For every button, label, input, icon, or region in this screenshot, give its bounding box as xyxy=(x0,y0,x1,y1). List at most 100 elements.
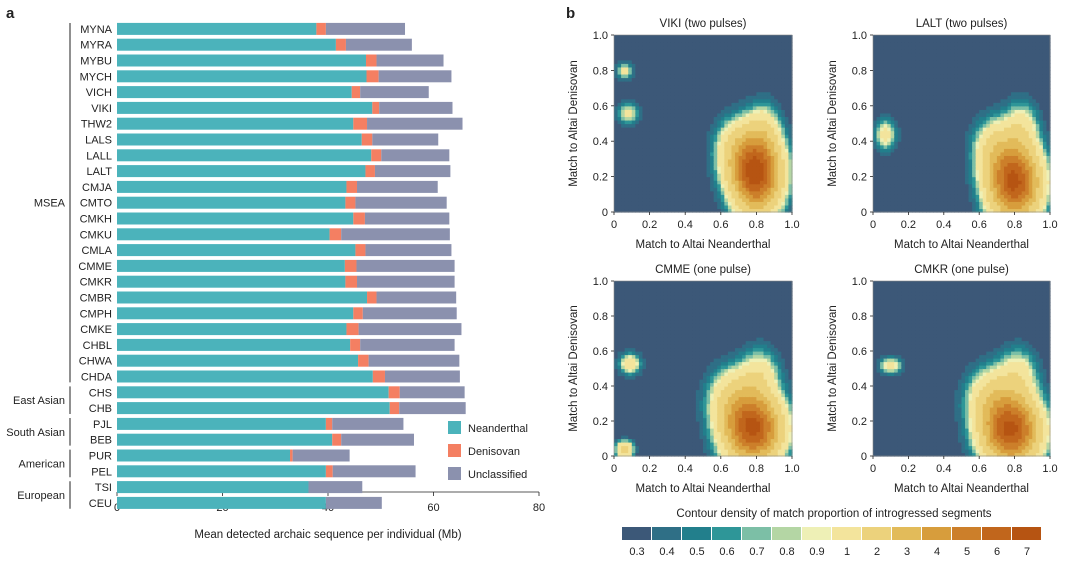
density-cell xyxy=(919,162,924,167)
density-cell xyxy=(965,70,970,75)
density-cell xyxy=(628,102,633,107)
density-cell xyxy=(777,70,782,75)
density-cell xyxy=(646,98,651,103)
density-cell xyxy=(936,56,941,61)
density-cell xyxy=(774,180,779,185)
density-cell xyxy=(788,134,793,139)
density-cell xyxy=(628,134,633,139)
density-cell xyxy=(763,63,768,68)
density-cell xyxy=(894,165,899,171)
density-cell xyxy=(656,144,661,149)
density-cell xyxy=(954,105,959,110)
density-cell xyxy=(717,63,722,68)
density-cell xyxy=(922,165,927,171)
density-cell xyxy=(692,194,697,199)
density-cell xyxy=(1018,35,1023,40)
density-cell xyxy=(735,98,740,103)
density-cell xyxy=(749,84,754,89)
density-cell xyxy=(781,176,786,181)
density-cell xyxy=(777,127,782,132)
density-cell xyxy=(685,158,690,164)
density-cell xyxy=(756,130,761,135)
x-tick-label: 80 xyxy=(533,502,545,514)
density-cell xyxy=(724,165,729,171)
density-cell xyxy=(706,49,711,54)
density-cell xyxy=(1025,73,1030,79)
density-cell xyxy=(986,123,991,128)
density-cell xyxy=(720,59,725,64)
density-cell xyxy=(996,165,1002,171)
density-cell xyxy=(646,190,651,195)
density-cell xyxy=(710,38,715,43)
density-cell xyxy=(724,70,729,75)
density-cell xyxy=(681,137,686,142)
density-cell xyxy=(929,123,934,128)
density-cell xyxy=(699,127,704,132)
density-cell xyxy=(663,123,668,128)
density-cell xyxy=(688,208,693,213)
bar-neanderthal xyxy=(117,117,354,130)
density-cell xyxy=(678,52,683,57)
density-cell xyxy=(692,158,697,164)
density-cell xyxy=(1018,127,1023,132)
density-cell xyxy=(961,155,966,160)
density-cell xyxy=(614,204,619,210)
density-cell xyxy=(989,165,994,171)
density-cell xyxy=(904,130,909,135)
density-cell xyxy=(763,148,768,153)
density-cell xyxy=(887,91,892,96)
density-cell xyxy=(628,73,633,79)
density-cell xyxy=(943,169,948,174)
density-cell xyxy=(929,35,934,40)
density-cell xyxy=(996,52,1002,57)
density-cell xyxy=(742,52,747,57)
density-cell xyxy=(656,123,661,128)
density-cell xyxy=(720,173,725,178)
density-cell xyxy=(1018,180,1023,185)
density-cell xyxy=(901,180,906,185)
density-cell xyxy=(788,162,793,167)
density-cell xyxy=(904,105,909,110)
density-cell xyxy=(940,56,945,61)
density-cell xyxy=(986,102,991,107)
density-cell xyxy=(926,109,931,114)
density-cell xyxy=(767,70,772,75)
density-cell xyxy=(710,194,715,199)
density-cell xyxy=(638,176,644,181)
density-cell xyxy=(1032,194,1037,199)
density-cell xyxy=(717,162,722,167)
density-cell xyxy=(678,176,683,181)
density-cell xyxy=(617,91,622,96)
density-cell xyxy=(621,109,626,114)
density-cell xyxy=(908,130,913,135)
density-cell xyxy=(1003,38,1009,43)
density-cell xyxy=(1021,77,1026,82)
density-cell xyxy=(933,102,938,107)
density-cell xyxy=(646,130,651,135)
density-cell xyxy=(674,116,679,121)
density-cell xyxy=(767,123,772,128)
density-cell xyxy=(663,194,668,199)
density-cell xyxy=(954,91,959,96)
density-cell xyxy=(621,49,626,54)
density-cell xyxy=(678,155,683,160)
density-cell xyxy=(873,141,878,146)
density-cell xyxy=(621,123,626,128)
density-cell xyxy=(1011,144,1016,149)
density-cell xyxy=(656,119,661,125)
density-cell xyxy=(752,109,757,114)
bar-unclassified xyxy=(365,244,452,257)
density-cell xyxy=(742,84,747,89)
density-cell xyxy=(656,70,661,75)
density-cell xyxy=(1000,130,1005,135)
density-cell xyxy=(663,116,668,121)
density-cell xyxy=(972,45,977,50)
density-cell xyxy=(986,169,991,174)
density-cell xyxy=(1014,137,1019,142)
density-cell xyxy=(1003,95,1009,100)
density-cell xyxy=(989,173,994,178)
density-cell xyxy=(756,155,761,160)
density-cell xyxy=(781,52,786,57)
density-cell xyxy=(767,66,772,71)
density-cell xyxy=(1014,162,1019,167)
